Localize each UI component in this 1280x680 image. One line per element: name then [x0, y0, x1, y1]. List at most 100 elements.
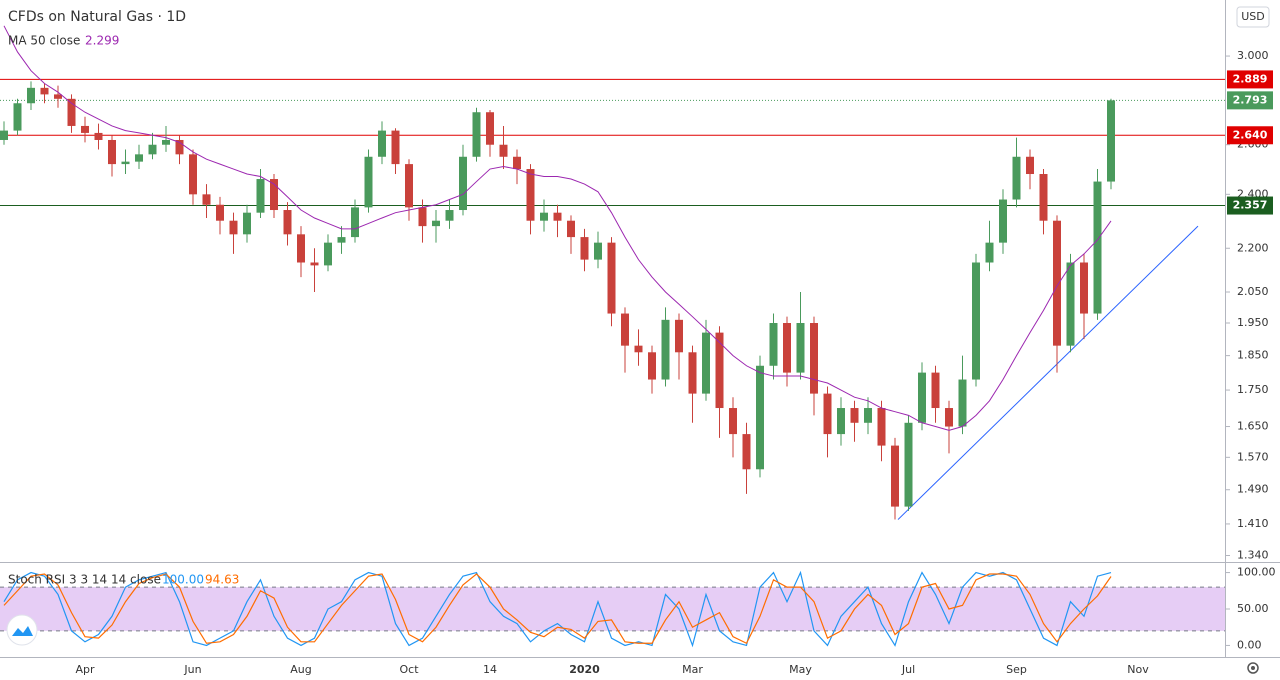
- candle-body: [675, 319, 683, 353]
- ma-line: [3, 25, 1112, 431]
- ma-legend: MA 50 close: [8, 34, 80, 48]
- x-tick-label: Oct: [399, 663, 419, 676]
- candle-body: [729, 408, 737, 435]
- candle-body: [891, 445, 899, 507]
- candle-body: [742, 434, 751, 470]
- candle-body: [189, 154, 197, 195]
- candle-body: [864, 408, 872, 423]
- candle-body: [648, 352, 656, 380]
- x-tick-label: May: [789, 663, 812, 676]
- candle-body: [783, 323, 791, 373]
- candle-body: [1066, 262, 1075, 346]
- axes: 3.0002.6002.4002.2002.0501.9501.8501.750…: [75, 49, 1275, 676]
- candle-body: [634, 345, 643, 353]
- y-tick-label: 1.340: [1237, 548, 1269, 561]
- candle-body: [81, 125, 89, 133]
- candle-body: [418, 207, 427, 227]
- candle-body: [94, 132, 103, 140]
- candle-body: [810, 323, 818, 394]
- candle-body: [1053, 220, 1061, 346]
- y-tick-label: 1.850: [1237, 349, 1269, 362]
- candle-body: [958, 379, 967, 427]
- x-tick-label: Apr: [75, 663, 95, 676]
- candle-body: [337, 237, 346, 243]
- candle-body: [54, 94, 62, 99]
- candle-body: [526, 169, 535, 221]
- candle-body: [405, 164, 413, 208]
- currency-button[interactable]: [1236, 6, 1270, 28]
- y-tick-label: 1.950: [1237, 316, 1269, 329]
- x-tick-label: Sep: [1006, 663, 1027, 676]
- settings-icon[interactable]: [1247, 662, 1259, 674]
- candle-body: [702, 332, 710, 394]
- candle-body: [823, 393, 832, 435]
- candle-body: [837, 408, 845, 435]
- candle-body: [283, 210, 292, 235]
- logo: [6, 614, 38, 646]
- y-tick-label: 1.410: [1237, 517, 1269, 530]
- candle-body: [378, 130, 386, 157]
- stoch-line: [3, 573, 1112, 645]
- chart-title: CFDs on Natural Gas · 1D: [8, 9, 186, 25]
- candle-body: [445, 210, 454, 221]
- candle-body: [499, 144, 508, 157]
- candle-body: [216, 204, 224, 221]
- level-box: [1227, 70, 1273, 89]
- y-tick-label: 2.200: [1237, 241, 1269, 254]
- y-tick-label: 1.750: [1237, 383, 1269, 396]
- x-tick-label: Mar: [682, 663, 703, 676]
- candle-body: [796, 323, 805, 373]
- candle-body: [13, 103, 22, 131]
- candle-body: [1093, 181, 1102, 314]
- candle-body: [756, 365, 764, 470]
- level-box: [1227, 126, 1273, 145]
- candle-body: [67, 98, 76, 126]
- level-box: [1227, 196, 1273, 215]
- candle-body: [513, 156, 521, 170]
- candle-body: [904, 422, 913, 507]
- y-tick-label: 1.490: [1237, 483, 1269, 496]
- x-tick-label: Jul: [901, 663, 915, 676]
- level-label: 2.889: [1233, 72, 1268, 85]
- candle-body: [121, 161, 130, 165]
- x-tick-label: 2020: [569, 663, 600, 676]
- candle-body: [162, 139, 170, 145]
- candle-body: [985, 242, 994, 263]
- candle-body: [688, 352, 697, 394]
- candle-body: [972, 262, 980, 380]
- candle-body: [850, 408, 859, 423]
- y-tick-label: 2.050: [1237, 285, 1269, 298]
- x-tick-label: Jun: [183, 663, 201, 676]
- stoch-line: [3, 570, 1112, 648]
- stoch-tick-label: 0.00: [1237, 638, 1262, 651]
- candle-body: [621, 313, 629, 346]
- y-tick-label: 1.650: [1237, 420, 1269, 433]
- stoch-legend: Stoch RSI 3 3 14 14 close: [8, 573, 161, 587]
- candle-body: [1026, 156, 1034, 175]
- candle-body: [567, 220, 575, 238]
- candle-body: [148, 144, 157, 155]
- candle-body: [661, 319, 670, 380]
- candle-body: [540, 212, 548, 221]
- currency-label[interactable]: USD: [1241, 10, 1265, 23]
- candle-body: [1012, 156, 1021, 200]
- stoch-tick-label: 100.00: [1237, 566, 1276, 579]
- x-tick-label: Nov: [1127, 663, 1149, 676]
- candle-body: [945, 408, 953, 427]
- y-tick-label: 3.000: [1237, 49, 1269, 62]
- candle-body: [999, 199, 1007, 243]
- stoch-k-value: 100.00: [162, 573, 204, 587]
- candle-body: [1107, 100, 1115, 182]
- x-tick-label: Aug: [290, 663, 311, 676]
- candle-body: [391, 130, 400, 165]
- y-tick-label: 1.570: [1237, 450, 1269, 463]
- candle-body: [351, 207, 359, 238]
- candle-body: [270, 179, 278, 211]
- ma-legend-value: 2.299: [85, 34, 119, 48]
- candle-body: [135, 154, 143, 162]
- candle-body: [364, 156, 373, 208]
- candle-body: [607, 242, 616, 314]
- candle-body: [877, 408, 886, 446]
- candle-body: [580, 237, 589, 260]
- trendline: [897, 225, 1199, 520]
